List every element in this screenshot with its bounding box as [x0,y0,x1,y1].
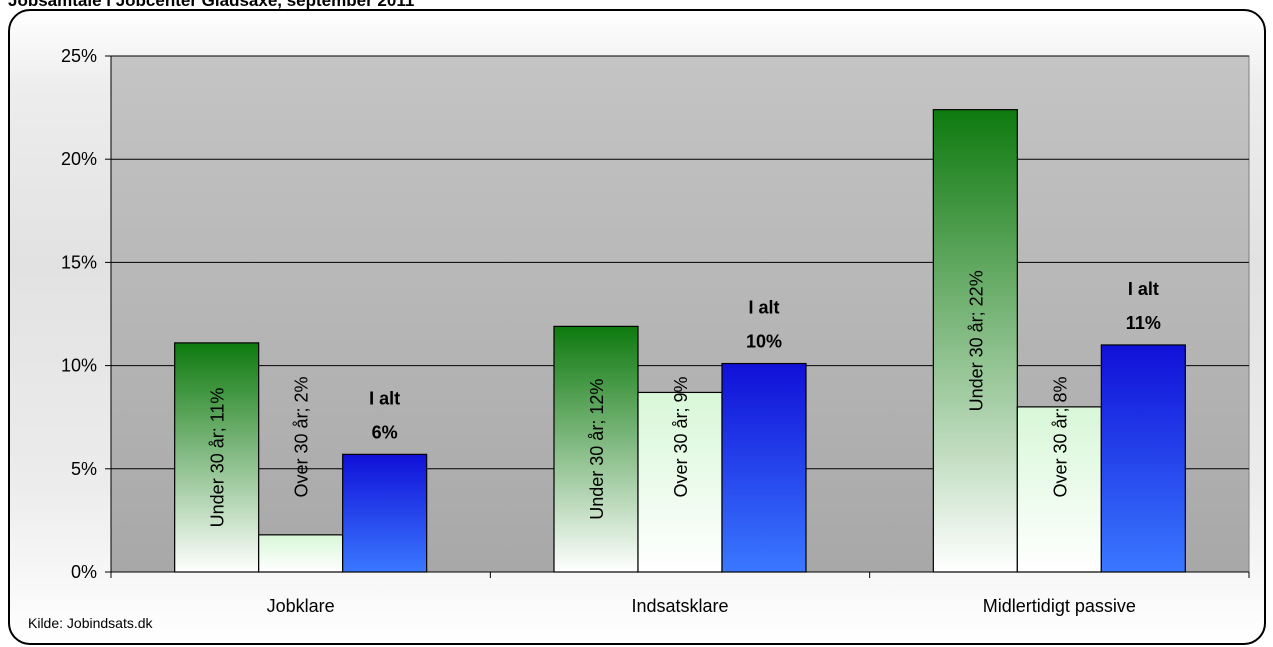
data-label: 10% [746,332,782,352]
data-label-rotated: Under 30 år; 12% [587,379,607,520]
data-label-rotated: Over 30 år; 2% [292,376,312,497]
x-tick-label: Jobklare [267,596,335,616]
y-tick-label: 10% [61,356,97,376]
data-label-title: I alt [1128,279,1159,299]
bar-over30 [258,534,344,573]
bar-under30 [174,342,260,573]
y-tick-label: 25% [61,46,97,66]
y-tick-label: 20% [61,149,97,169]
data-label-rotated: Under 30 år; 11% [208,388,228,528]
source-note: Kilde: Jobindsats.dk [28,615,153,631]
data-label-title: I alt [748,298,779,318]
bar-under30 [932,109,1018,573]
data-label-rotated: Under 30 år; 22% [966,270,986,411]
bar-under30 [553,325,639,573]
x-tick-label: Midlertidigt passive [983,596,1136,616]
x-tick-label: Indsatsklare [631,596,728,616]
bar-total [342,453,428,573]
bar-total [1100,344,1186,573]
data-label: 11% [1126,313,1161,333]
y-tick-label: 15% [61,252,97,272]
y-tick-label: 5% [71,459,97,479]
data-label: 6% [372,422,398,442]
chart-title: Jobsamtale i Jobcenter Gladsaxe, septemb… [8,0,415,10]
data-label-rotated: Over 30 år; 9% [671,376,691,497]
bar-over30 [637,391,723,573]
y-tick-label: 0% [71,562,97,582]
data-label-title: I alt [369,388,400,408]
bar-total [721,362,807,573]
data-label-rotated: Over 30 år; 8% [1050,376,1070,497]
